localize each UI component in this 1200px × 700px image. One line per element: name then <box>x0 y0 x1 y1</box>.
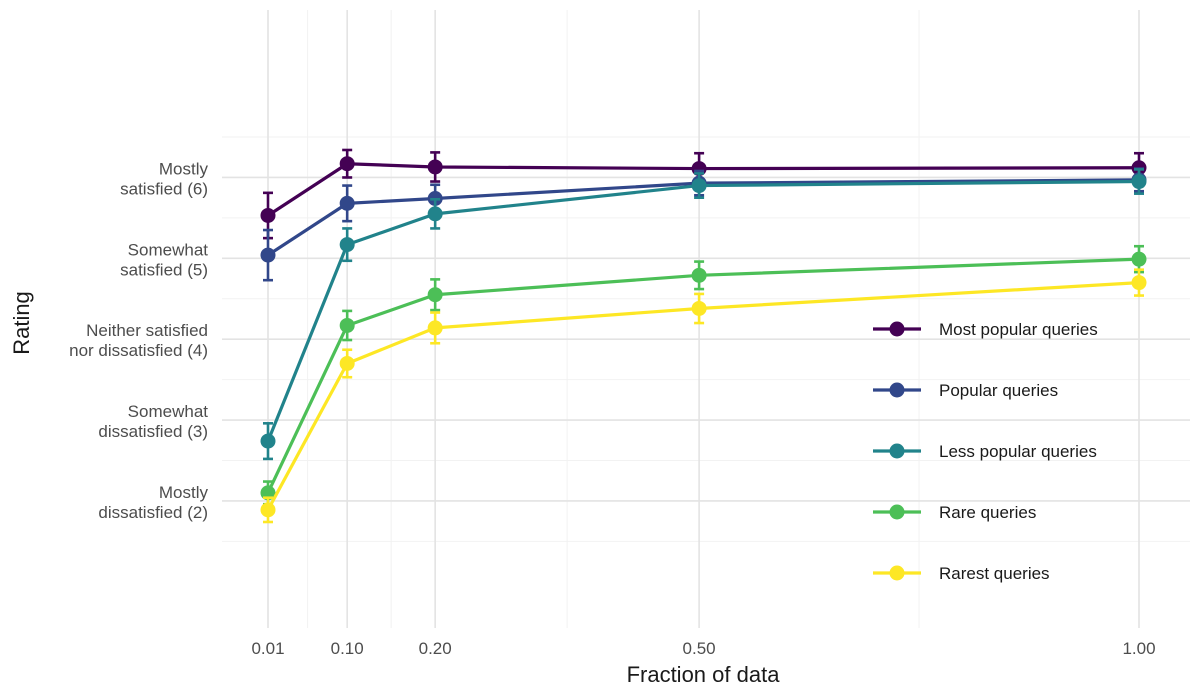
data-point <box>1131 174 1147 190</box>
data-point <box>691 300 707 316</box>
data-point <box>691 267 707 283</box>
legend-item-most-popular-queries: Most popular queries <box>873 320 1098 339</box>
x-axis-tick-labels: 0.01 0.10 0.20 0.50 1.00 <box>251 639 1155 658</box>
data-point <box>260 502 276 518</box>
series-rarest-queries <box>260 268 1147 524</box>
data-point <box>427 206 443 222</box>
x-axis-title: Fraction of data <box>627 662 781 687</box>
data-point <box>427 287 443 303</box>
y-tick-label: Somewhat dissatisfied (3) <box>98 402 208 441</box>
data-point <box>339 317 355 333</box>
legend-item-rarest-queries: Rarest queries <box>873 564 1050 583</box>
legend-label: Less popular queries <box>939 442 1097 461</box>
data-point <box>691 178 707 194</box>
legend: Most popular queries Popular queries Less … <box>873 320 1098 583</box>
data-point <box>260 247 276 263</box>
x-tick-label: 0.50 <box>683 639 716 658</box>
legend-item-popular-queries: Popular queries <box>873 381 1058 400</box>
x-tick-label: 1.00 <box>1122 639 1155 658</box>
data-point <box>339 237 355 253</box>
legend-key-dot <box>889 504 905 520</box>
legend-key-dot <box>889 443 905 459</box>
series-less-popular-queries <box>260 168 1147 461</box>
x-tick-label: 0.10 <box>331 639 364 658</box>
legend-label: Rarest queries <box>939 564 1050 583</box>
data-point <box>260 433 276 449</box>
data-point <box>1131 275 1147 291</box>
legend-item-less-popular-queries: Less popular queries <box>873 442 1097 461</box>
legend-label: Popular queries <box>939 381 1058 400</box>
data-point <box>339 156 355 172</box>
legend-label: Rare queries <box>939 503 1036 522</box>
y-axis-title: Rating <box>9 291 34 355</box>
data-point <box>427 159 443 175</box>
data-point <box>339 195 355 211</box>
legend-item-rare-queries: Rare queries <box>873 503 1036 522</box>
series-rare-queries <box>260 244 1147 506</box>
y-tick-label: Somewhat satisfied (5) <box>120 240 208 279</box>
y-tick-label: Mostly satisfied (6) <box>120 159 208 198</box>
x-tick-label: 0.01 <box>251 639 284 658</box>
legend-key-dot <box>889 382 905 398</box>
data-point <box>427 320 443 336</box>
data-point <box>260 207 276 223</box>
series-layer <box>260 148 1147 524</box>
legend-label: Most popular queries <box>939 320 1098 339</box>
data-point <box>1131 251 1147 267</box>
y-tick-label: Neither satisfied nor dissatisfied (4) <box>69 321 208 360</box>
data-point <box>339 355 355 371</box>
y-axis-tick-labels: Mostly dissatisfied (2) Somewhat dissatisfi… <box>69 159 208 521</box>
legend-key-dot <box>889 321 905 337</box>
legend-key-dot <box>889 565 905 581</box>
x-tick-label: 0.20 <box>419 639 452 658</box>
y-tick-label: Mostly dissatisfied (2) <box>98 483 208 522</box>
